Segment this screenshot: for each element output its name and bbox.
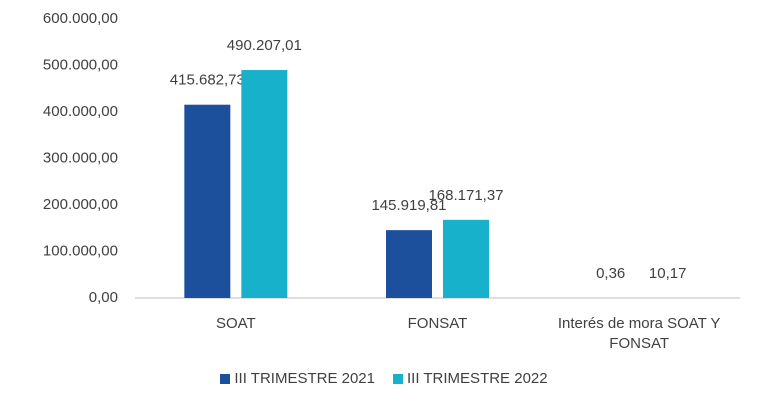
y-tick-label: 400.000,00 [43, 103, 118, 120]
x-tick-label: Interés de mora SOAT Y FONSAT [557, 315, 721, 352]
legend-label: III TRIMESTRE 2022 [407, 370, 548, 387]
legend-label: III TRIMESTRE 2021 [234, 370, 375, 387]
bar [443, 219, 489, 298]
legend: III TRIMESTRE 2021 III TRIMESTRE 2022 [0, 370, 768, 387]
data-label: 10,17 [649, 265, 687, 282]
y-tick-label: 0,00 [89, 289, 118, 306]
y-tick-label: 500.000,00 [43, 56, 118, 73]
bar [241, 70, 288, 298]
data-label: 145.919,81 [371, 197, 446, 214]
y-tick-label: 100.000,00 [43, 242, 118, 259]
legend-swatch [393, 373, 403, 384]
data-label: 490.207,01 [227, 37, 302, 54]
y-tick-label: 200.000,00 [43, 196, 118, 213]
x-tick-label: SOAT [215, 315, 256, 332]
bar [386, 230, 432, 298]
x-tick-label: FONSAT [407, 315, 468, 332]
legend-swatch [220, 373, 231, 384]
data-label: 168.171,37 [428, 187, 503, 204]
legend-item: III TRIMESTRE 2021 [220, 370, 375, 387]
data-label: 415.682,73 [170, 72, 245, 89]
y-tick-label: 600.000,00 [43, 10, 118, 27]
legend-item: III TRIMESTRE 2022 [393, 370, 548, 387]
bar [184, 104, 231, 299]
data-label: 0,36 [596, 265, 625, 282]
y-tick-label: 300.000,00 [43, 149, 118, 166]
